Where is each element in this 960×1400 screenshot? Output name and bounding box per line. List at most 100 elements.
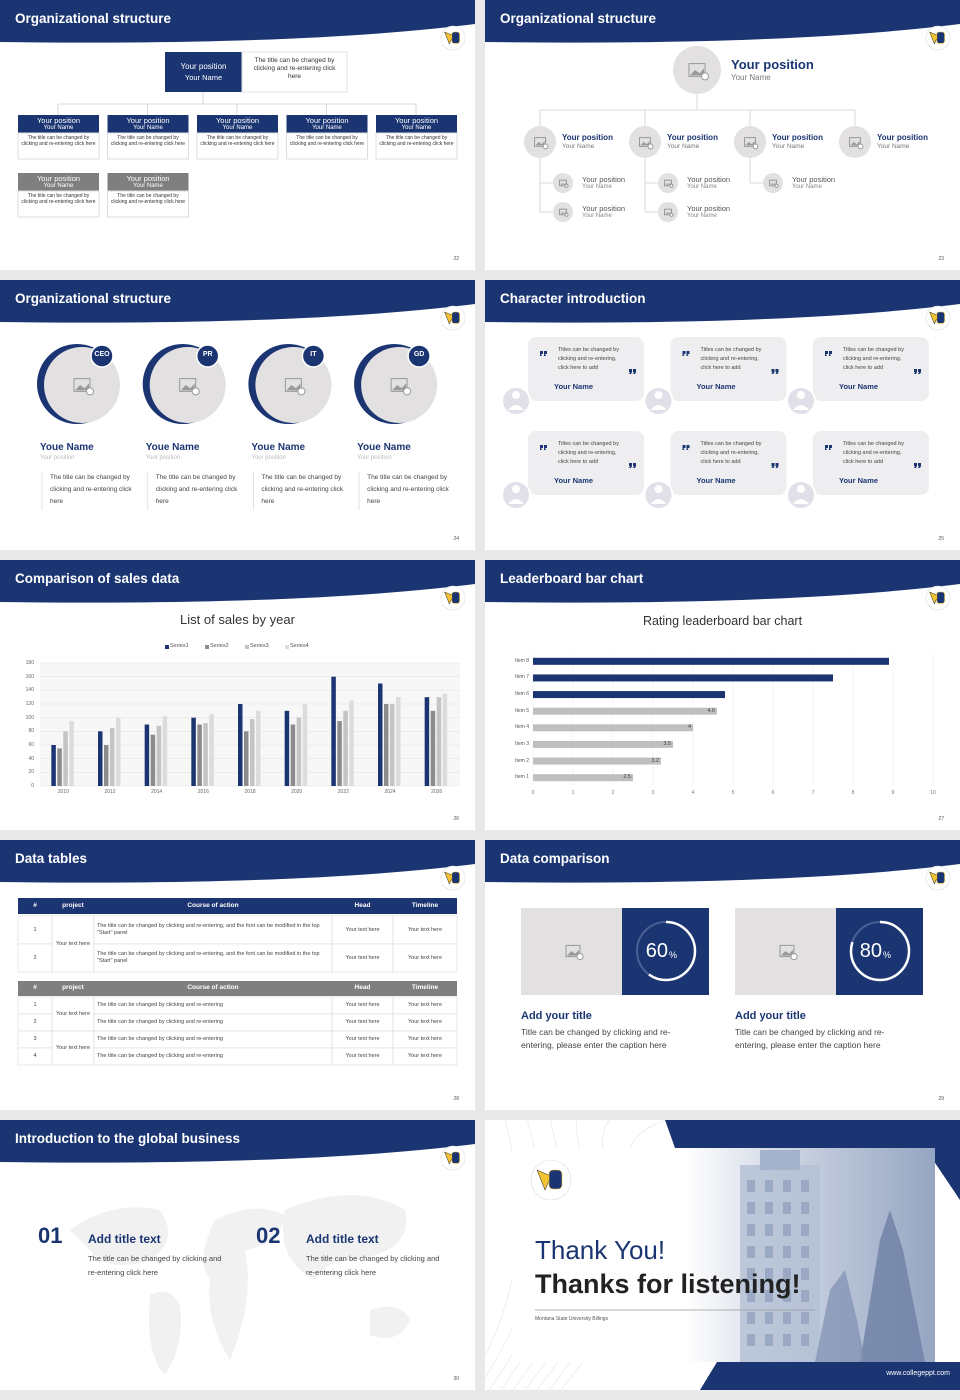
top-position: Your position [731, 57, 814, 72]
x-tick-label: 2022 [337, 789, 349, 795]
sub-position: Your position [687, 175, 731, 184]
image-icon-plus [752, 143, 759, 150]
x-tick-label: 4 [691, 790, 695, 796]
bar [238, 704, 243, 786]
logo-letter [936, 31, 945, 44]
sub-position: Your position [792, 175, 836, 184]
box-header [18, 115, 99, 133]
bar [290, 724, 296, 786]
x-tick-label: 2016 [197, 789, 209, 795]
box-body [107, 132, 189, 160]
x-tick-label: 2026 [431, 789, 443, 795]
member-position: Your position [667, 133, 718, 142]
image-icon [664, 208, 672, 216]
bar [51, 745, 56, 786]
table-cell [51, 1030, 95, 1066]
card-text: Titles can be changed by clicking and re… [558, 347, 619, 371]
window [783, 1246, 791, 1258]
slide-graphics [0, 1120, 475, 1375]
member-photo [629, 126, 661, 158]
table-cell-text: 2 [33, 954, 37, 961]
logo-letter [936, 311, 945, 324]
badge-text: GD [413, 351, 425, 358]
item-title: Add your title [521, 1010, 592, 1022]
corner-top [665, 1120, 960, 1200]
person-text: The title can be changed by clicking and… [367, 474, 449, 505]
building-tower [760, 1150, 800, 1170]
y-tick-label: Item 6 [515, 691, 529, 698]
person-text: The title can be changed by clicking and… [155, 474, 238, 505]
member-photo [839, 126, 871, 158]
table-cell-text: 3 [33, 1036, 37, 1043]
header-band [0, 1120, 475, 1163]
bar [442, 693, 448, 786]
image-icon [664, 179, 672, 187]
image-icon-mountain [770, 182, 776, 185]
window [765, 1334, 773, 1346]
window [801, 1268, 809, 1280]
table-cell [17, 915, 53, 945]
person-name: Youe Name [251, 442, 306, 453]
header-band [485, 280, 960, 323]
x-tick-label: 2 [611, 790, 615, 796]
badge [90, 344, 114, 368]
image-icon-plus [774, 183, 779, 188]
slide-title: Comparison of sales data [15, 571, 180, 586]
bar [533, 774, 633, 782]
image-icon-plus [669, 212, 674, 217]
slide-graphics [0, 560, 475, 787]
image-icon-mountain [690, 68, 704, 76]
window [747, 1202, 755, 1214]
x-tick-label: 2020 [291, 789, 303, 795]
top-note-box [241, 51, 348, 93]
member-photo [734, 126, 766, 158]
box-body [286, 132, 368, 160]
window [783, 1334, 791, 1346]
sub-position: Your position [582, 175, 626, 184]
table-header [18, 981, 457, 996]
bar [162, 716, 168, 786]
image-icon-mountain [180, 383, 195, 391]
box-name: Your Name [133, 125, 163, 131]
avatar [643, 386, 674, 416]
table-cell [331, 943, 394, 973]
member-position: Your position [562, 133, 613, 142]
header-band [485, 560, 960, 603]
quote-close [629, 369, 636, 374]
bar [302, 704, 308, 786]
table-cell-text: Your text here [407, 1002, 443, 1009]
image-icon [390, 378, 408, 392]
box-header [376, 115, 457, 133]
bar [533, 707, 717, 715]
item-title: Add your title [735, 1010, 806, 1022]
image-icon-mountain [665, 182, 671, 185]
bar [533, 724, 693, 732]
y-tick-label: 100 [25, 714, 34, 721]
table-cell-text: The title can be changed by clicking and… [97, 1053, 223, 1060]
avatar [501, 386, 531, 416]
y-tick-label: 60 [28, 742, 34, 748]
slide-graphics [0, 280, 475, 510]
bar [396, 697, 401, 786]
y-tick-label: Item 7 [515, 674, 529, 681]
box-body [107, 190, 189, 218]
slide-graphics [0, 0, 475, 218]
logo-hornet [929, 31, 939, 45]
header-band [0, 840, 475, 883]
image-icon-mountain [75, 383, 89, 391]
slide-title: Leaderboard bar chart [500, 571, 644, 586]
window [783, 1180, 791, 1192]
bar [104, 745, 109, 786]
sub-name: Your Name [792, 184, 822, 190]
bar [436, 697, 442, 786]
logo-letter [936, 591, 945, 604]
image-icon-plus [669, 183, 674, 188]
card-name: Your Name [839, 382, 879, 391]
slide: Thank You! Thanks for listening! Montana S… [485, 1120, 960, 1390]
progress-unit: % [669, 950, 678, 960]
box-text: The title can be changed by clicking and… [110, 193, 186, 206]
image-icon-mountain [745, 140, 755, 146]
logo-letter [451, 31, 460, 44]
quote-open [682, 445, 690, 450]
table-cell-text: 1 [33, 1002, 37, 1009]
